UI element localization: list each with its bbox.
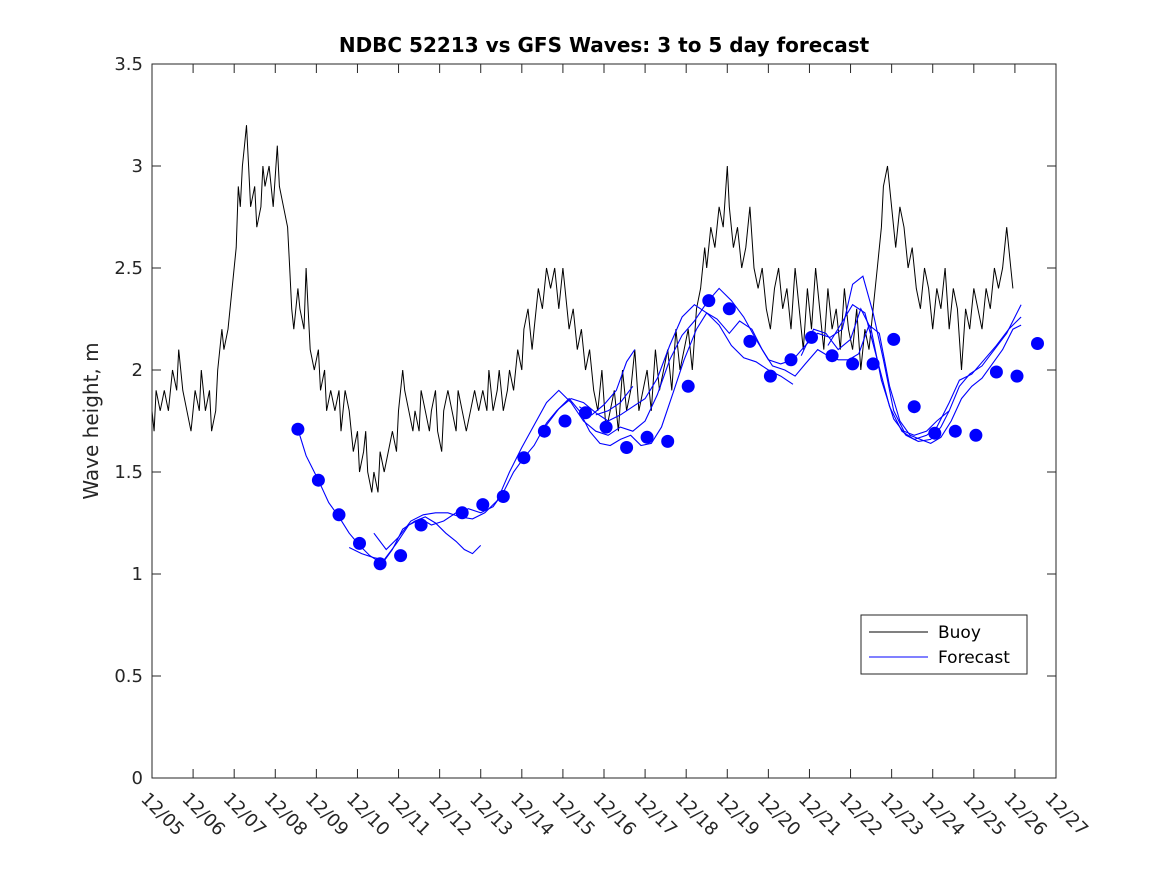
forecast-point-17 xyxy=(661,434,675,448)
y-tick-label: 2.5 xyxy=(114,258,143,279)
forecast-line-7 xyxy=(800,307,950,442)
forecast-point-16 xyxy=(640,430,654,444)
forecast-point-14 xyxy=(599,420,613,434)
forecast-point-23 xyxy=(784,353,798,367)
forecast-point-27 xyxy=(866,357,880,371)
forecast-point-21 xyxy=(743,334,757,348)
legend-box xyxy=(860,614,1028,675)
forecast-point-29 xyxy=(907,400,921,414)
forecast-point-31 xyxy=(948,424,962,438)
forecast-line-5 xyxy=(595,385,634,416)
forecast-point-22 xyxy=(763,369,777,383)
forecast-point-1 xyxy=(311,473,325,487)
forecast-point-28 xyxy=(887,332,901,346)
forecast-point-35 xyxy=(1031,337,1044,350)
forecast-point-25 xyxy=(825,349,839,363)
forecast-point-4 xyxy=(373,557,387,571)
forecast-point-15 xyxy=(620,441,634,454)
legend-forecast-label: Forecast xyxy=(938,648,1010,668)
forecast-point-34 xyxy=(1010,369,1024,383)
y-tick-label: 0.5 xyxy=(114,666,143,687)
chart-title: NDBC 52213 vs GFS Waves: 3 to 5 day fore… xyxy=(339,33,870,57)
legend: Buoy Forecast xyxy=(860,614,1028,675)
forecast-point-26 xyxy=(846,357,860,371)
y-tick-label: 3 xyxy=(132,156,143,177)
forecast-point-6 xyxy=(414,518,428,532)
forecast-markers xyxy=(291,294,1044,571)
forecast-point-8 xyxy=(476,498,490,512)
forecast-point-33 xyxy=(989,365,1003,379)
forecast-point-3 xyxy=(353,536,366,550)
forecast-point-19 xyxy=(702,294,716,308)
forecast-point-5 xyxy=(394,549,408,563)
forecast-point-13 xyxy=(579,406,592,420)
forecast-point-7 xyxy=(455,506,469,520)
y-axis-ticks: 0 0.5 1 1.5 2 2.5 3 3.5 xyxy=(114,54,1056,789)
forecast-line-3 xyxy=(546,303,794,426)
forecast-point-10 xyxy=(517,451,531,465)
forecast-point-24 xyxy=(805,330,818,344)
legend-buoy-label: Buoy xyxy=(938,623,981,643)
y-tick-label: 3.5 xyxy=(114,54,143,75)
y-axis-label: Wave height, m xyxy=(79,342,103,499)
forecast-point-0 xyxy=(291,422,305,436)
forecast-point-11 xyxy=(537,424,551,438)
forecast-point-18 xyxy=(681,379,695,393)
y-tick-label: 1.5 xyxy=(114,462,143,483)
forecast-point-2 xyxy=(332,508,346,522)
forecast-line-2 xyxy=(373,275,1022,551)
forecast-point-32 xyxy=(969,428,983,442)
forecast-point-20 xyxy=(722,302,736,316)
y-tick-label: 1 xyxy=(132,564,143,585)
buoy-series xyxy=(151,125,1014,493)
forecast-point-30 xyxy=(928,426,942,440)
y-tick-label: 0 xyxy=(132,768,143,789)
buoy-line xyxy=(151,125,1014,493)
y-tick-label: 2 xyxy=(132,360,143,381)
forecast-point-9 xyxy=(496,490,510,503)
forecast-point-12 xyxy=(558,414,572,428)
